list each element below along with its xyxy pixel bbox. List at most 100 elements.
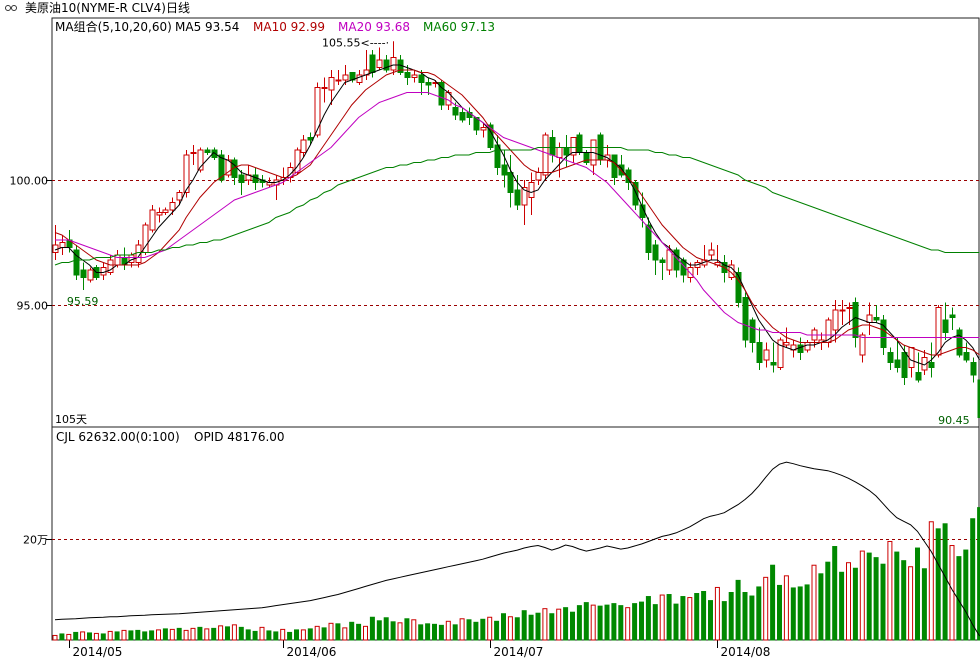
volume-bar bbox=[832, 546, 838, 641]
candle-body bbox=[294, 149, 301, 173]
ma5-line bbox=[54, 64, 980, 366]
volume-bar bbox=[942, 523, 948, 641]
candle-body bbox=[963, 352, 970, 361]
volume-bar bbox=[218, 625, 224, 641]
volume-bar bbox=[652, 604, 658, 641]
volume-bar bbox=[342, 627, 348, 641]
candle-body bbox=[970, 362, 977, 376]
volume-bar bbox=[866, 552, 872, 641]
candle-body bbox=[521, 187, 528, 206]
price-markers: 105.55<----· 95.59 90.45 bbox=[67, 36, 970, 427]
candle-body bbox=[749, 319, 756, 343]
volume-bar bbox=[728, 592, 734, 641]
volume-bar bbox=[383, 617, 389, 641]
candle-body bbox=[632, 182, 639, 206]
candle-body bbox=[618, 164, 625, 176]
volume-bar bbox=[452, 624, 458, 641]
x-tick-label: 2014/07 bbox=[494, 645, 544, 659]
candle-body bbox=[383, 59, 390, 71]
volume-bar bbox=[176, 627, 182, 641]
candle-body bbox=[873, 317, 880, 321]
volume-bar bbox=[369, 616, 375, 641]
ma20-value: MA20 93.68 bbox=[338, 20, 410, 34]
volume-bar bbox=[970, 518, 976, 641]
ma20-line bbox=[55, 92, 980, 338]
volume-bar bbox=[618, 605, 624, 641]
volume-bar bbox=[307, 628, 313, 641]
volume-bar bbox=[783, 575, 789, 641]
candle-body bbox=[859, 334, 866, 356]
volume-bar bbox=[583, 602, 589, 641]
volume-bar bbox=[376, 620, 382, 641]
volume-bar bbox=[425, 623, 431, 641]
volume-bar bbox=[639, 601, 644, 641]
candle-body bbox=[369, 54, 376, 73]
grid-layer bbox=[52, 180, 979, 540]
volume-bar bbox=[708, 600, 713, 641]
candle-body bbox=[418, 74, 425, 83]
candle-body bbox=[452, 107, 459, 116]
volume-bar bbox=[300, 629, 306, 641]
volume-bar bbox=[197, 626, 203, 641]
open-interest-line bbox=[54, 461, 980, 637]
volume-bar bbox=[846, 562, 851, 641]
volume-bar bbox=[770, 564, 776, 641]
volume-bar bbox=[390, 621, 396, 641]
volume-bar bbox=[632, 603, 638, 641]
candle-body bbox=[335, 79, 342, 82]
ma10-line bbox=[54, 69, 980, 356]
volume-bar bbox=[701, 590, 707, 641]
volume-bar bbox=[921, 568, 927, 641]
candle-body bbox=[756, 342, 763, 363]
volume-bar bbox=[100, 633, 106, 641]
price-tick-label: 100.00 bbox=[10, 175, 49, 188]
candle-body bbox=[687, 267, 694, 278]
candle-body bbox=[866, 314, 873, 323]
volume-bar bbox=[556, 608, 562, 641]
volume-bar bbox=[542, 608, 548, 641]
candle-body bbox=[494, 144, 501, 168]
volume-bar bbox=[438, 624, 444, 641]
volume-bar bbox=[397, 622, 403, 641]
volume-bar bbox=[459, 618, 465, 641]
candle-body bbox=[639, 204, 646, 218]
candle-body bbox=[59, 242, 66, 248]
ma60-line bbox=[54, 147, 980, 266]
open-interest-line bbox=[54, 461, 980, 637]
candle-body bbox=[908, 347, 915, 368]
volume-bar bbox=[514, 617, 520, 641]
volume-bar bbox=[363, 625, 368, 641]
volume-bar bbox=[494, 620, 500, 641]
candle-body bbox=[949, 314, 956, 318]
high-marker: 105.55<----· bbox=[322, 36, 389, 49]
candle-body bbox=[542, 134, 549, 176]
candle-body bbox=[438, 82, 445, 106]
volume-bar bbox=[763, 576, 769, 641]
volume-bar bbox=[211, 627, 217, 641]
candle-body bbox=[935, 307, 942, 356]
volume-bar bbox=[797, 586, 803, 641]
volume-bar bbox=[749, 595, 755, 641]
volume-bar bbox=[156, 629, 161, 641]
candle-body bbox=[425, 82, 432, 86]
volume-bar bbox=[901, 560, 907, 641]
candle-body bbox=[342, 74, 349, 81]
volume-bar bbox=[963, 549, 969, 641]
x-tick-label: 2014/08 bbox=[721, 645, 771, 659]
volume-bar bbox=[356, 623, 362, 641]
link-icon bbox=[5, 5, 17, 11]
candle-body bbox=[225, 159, 232, 176]
volume-bar bbox=[266, 630, 272, 641]
candle-body bbox=[376, 59, 383, 68]
candle-body bbox=[563, 147, 570, 156]
volume-bar bbox=[535, 612, 541, 641]
volume-bar bbox=[563, 607, 569, 641]
volume-bar bbox=[114, 631, 120, 641]
volume-bar bbox=[314, 625, 320, 641]
candle-body bbox=[156, 212, 163, 216]
volume-bar bbox=[825, 561, 831, 641]
volume-bar bbox=[949, 545, 955, 641]
candle-body bbox=[480, 127, 487, 131]
candle-body bbox=[135, 244, 142, 263]
